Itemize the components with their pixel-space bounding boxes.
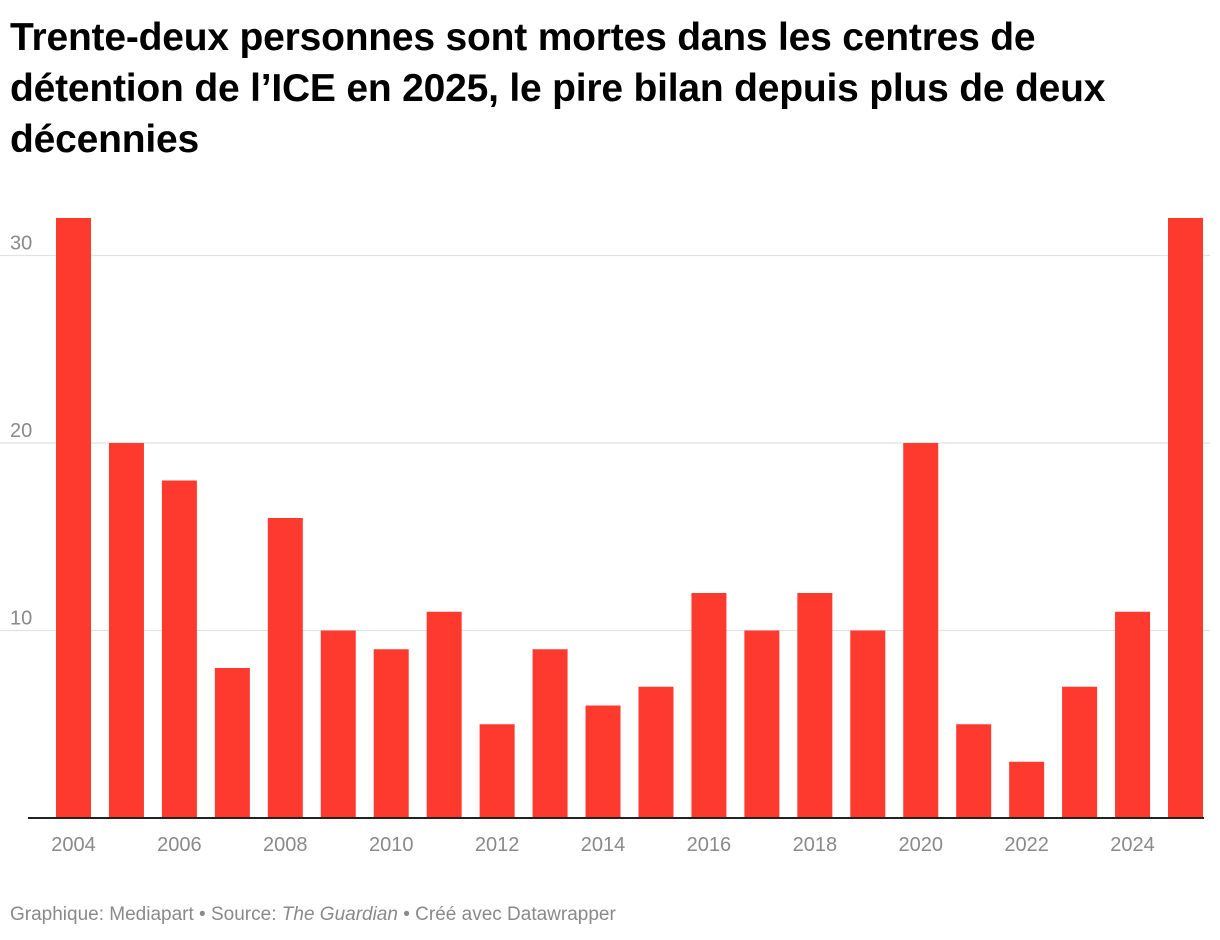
bar-2025 bbox=[1168, 218, 1203, 818]
chart-footer: Graphique: Mediapart • Source: The Guard… bbox=[10, 904, 616, 926]
bar-2010 bbox=[373, 649, 409, 818]
x-tick-label: 2022 bbox=[1004, 834, 1049, 856]
bar-2014 bbox=[585, 705, 621, 818]
bar-2005 bbox=[108, 443, 144, 818]
x-tick-label: 2018 bbox=[793, 834, 838, 856]
source-name: The Guardian bbox=[281, 904, 398, 925]
bar-2022 bbox=[1009, 761, 1045, 818]
bar-2020 bbox=[903, 443, 939, 818]
bar-2012 bbox=[479, 724, 515, 818]
bar-2017 bbox=[744, 630, 780, 818]
footer-separator: • bbox=[193, 904, 211, 925]
x-tick-label: 2008 bbox=[263, 834, 308, 856]
x-tick-label: 2020 bbox=[898, 834, 943, 856]
bar-2021 bbox=[956, 724, 992, 818]
bar-2023 bbox=[1062, 686, 1098, 818]
bar-2018 bbox=[797, 593, 833, 818]
x-axis-tick-labels: 2004 2006 2008 2010 2012 2014 2016 2018 2020 2022… bbox=[51, 834, 1155, 856]
y-tick-label: 20 bbox=[10, 420, 32, 442]
y-axis-tick-labels: 10 20 30 bbox=[10, 233, 32, 630]
y-tick-label: 10 bbox=[10, 608, 32, 630]
bar-2007 bbox=[214, 668, 250, 818]
x-tick-label: 2024 bbox=[1110, 834, 1155, 856]
x-tick-label: 2012 bbox=[475, 834, 520, 856]
footer-separator: • bbox=[397, 904, 416, 925]
bar-2019 bbox=[850, 630, 886, 818]
bars bbox=[56, 218, 1203, 818]
bar-2009 bbox=[320, 630, 356, 818]
source-prefix: Source: bbox=[211, 904, 282, 925]
bar-2016 bbox=[691, 593, 727, 818]
chart-title: Trente-deux personnes sont mortes dans l… bbox=[10, 16, 1106, 161]
y-tick-label: 30 bbox=[10, 233, 32, 255]
credit-text: Graphique: Mediapart bbox=[10, 904, 194, 925]
x-tick-label: 2014 bbox=[581, 834, 626, 856]
bar-2013 bbox=[532, 649, 568, 818]
bar-2015 bbox=[638, 686, 674, 818]
bar-2004 bbox=[56, 218, 91, 818]
x-tick-label: 2004 bbox=[51, 834, 96, 856]
bar-2024 bbox=[1115, 611, 1151, 818]
tool-credit: Créé avec Datawrapper bbox=[415, 904, 616, 925]
bar-2011 bbox=[426, 611, 462, 818]
bar-2008 bbox=[267, 518, 303, 818]
x-tick-label: 2006 bbox=[157, 834, 202, 856]
x-tick-label: 2016 bbox=[687, 834, 732, 856]
grid-lines bbox=[0, 254, 1210, 632]
bar-2006 bbox=[161, 480, 197, 818]
x-tick-label: 2010 bbox=[369, 834, 414, 856]
